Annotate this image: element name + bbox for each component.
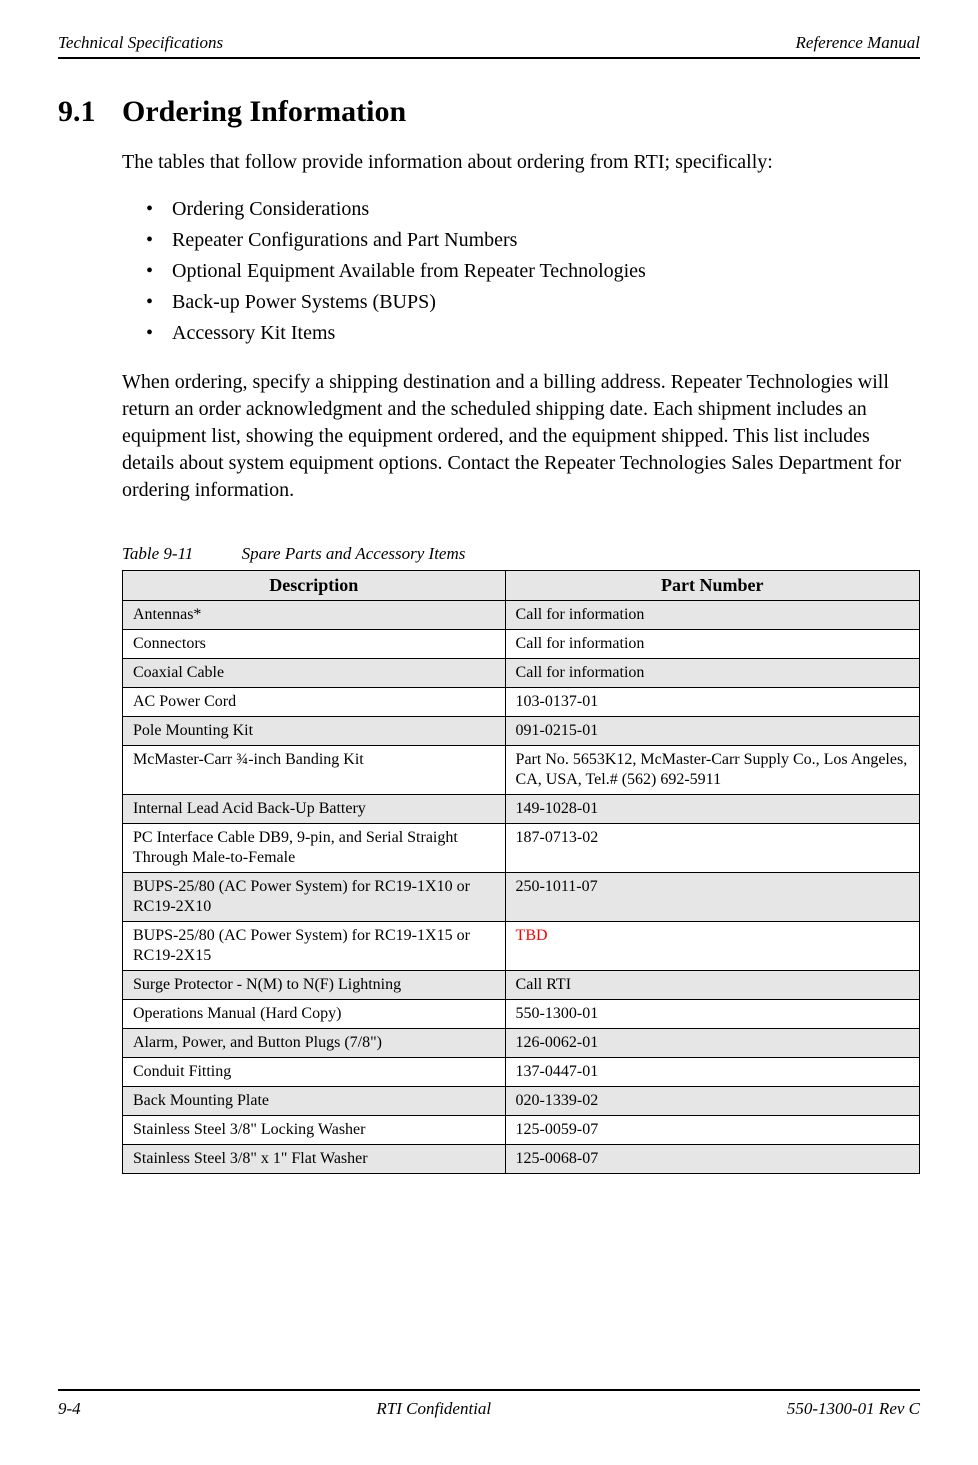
cell-description: Connectors	[123, 630, 506, 659]
list-item: Accessory Kit Items	[146, 318, 920, 349]
list-item: Ordering Considerations	[146, 194, 920, 225]
table-caption-label: Table 9-11	[122, 544, 193, 563]
table-row: Stainless Steel 3/8" x 1" Flat Washer125…	[123, 1145, 920, 1174]
cell-description: AC Power Cord	[123, 688, 506, 717]
table-row: PC Interface Cable DB9, 9-pin, and Seria…	[123, 824, 920, 873]
table-row: BUPS-25/80 (AC Power System) for RC19-1X…	[123, 922, 920, 971]
page-footer: 9-4 RTI Confidential 550-1300-01 Rev C	[58, 1389, 920, 1419]
cell-description: Surge Protector - N(M) to N(F) Lightning	[123, 971, 506, 1000]
cell-description: Back Mounting Plate	[123, 1087, 506, 1116]
table-header-row: Description Part Number	[123, 571, 920, 601]
cell-part-number: 126-0062-01	[505, 1029, 919, 1058]
section-number: 9.1	[58, 95, 122, 129]
table-row: Back Mounting Plate020-1339-02	[123, 1087, 920, 1116]
cell-part-number: Call RTI	[505, 971, 919, 1000]
cell-description: BUPS-25/80 (AC Power System) for RC19-1X…	[123, 873, 506, 922]
table-row: Pole Mounting Kit091-0215-01	[123, 717, 920, 746]
table-row: McMaster-Carr ¾-inch Banding KitPart No.…	[123, 746, 920, 795]
table-row: Internal Lead Acid Back-Up Battery149-10…	[123, 795, 920, 824]
cell-description: Antennas*	[123, 601, 506, 630]
cell-description: BUPS-25/80 (AC Power System) for RC19-1X…	[123, 922, 506, 971]
cell-description: Coaxial Cable	[123, 659, 506, 688]
cell-part-number: 125-0059-07	[505, 1116, 919, 1145]
table-row: Surge Protector - N(M) to N(F) Lightning…	[123, 971, 920, 1000]
table-row: Antennas*Call for information	[123, 601, 920, 630]
table-row: AC Power Cord103-0137-01	[123, 688, 920, 717]
cell-part-number: 091-0215-01	[505, 717, 919, 746]
spare-parts-table: Description Part Number Antennas*Call fo…	[122, 570, 920, 1174]
bullet-list: Ordering Considerations Repeater Configu…	[146, 194, 920, 349]
cell-description: Pole Mounting Kit	[123, 717, 506, 746]
list-item: Back-up Power Systems (BUPS)	[146, 287, 920, 318]
table-row: Conduit Fitting137-0447-01	[123, 1058, 920, 1087]
list-item: Repeater Configurations and Part Numbers	[146, 225, 920, 256]
cell-description: McMaster-Carr ¾-inch Banding Kit	[123, 746, 506, 795]
table-caption: Table 9-11 Spare Parts and Accessory Ite…	[122, 544, 920, 564]
page: Technical Specifications Reference Manua…	[0, 0, 978, 1465]
cell-part-number: 149-1028-01	[505, 795, 919, 824]
table-row: ConnectorsCall for information	[123, 630, 920, 659]
footer-confidential: RTI Confidential	[376, 1399, 491, 1419]
body-paragraph: When ordering, specify a shipping destin…	[122, 369, 920, 504]
cell-part-number: 125-0068-07	[505, 1145, 919, 1174]
cell-description: Stainless Steel 3/8" x 1" Flat Washer	[123, 1145, 506, 1174]
section-heading: 9.1 Ordering Information	[58, 95, 920, 129]
cell-description: Internal Lead Acid Back-Up Battery	[123, 795, 506, 824]
cell-description: Conduit Fitting	[123, 1058, 506, 1087]
cell-part-number: 550-1300-01	[505, 1000, 919, 1029]
cell-part-number: Call for information	[505, 630, 919, 659]
cell-part-number: Call for information	[505, 659, 919, 688]
cell-part-number: 250-1011-07	[505, 873, 919, 922]
footer-page-number: 9-4	[58, 1399, 81, 1419]
page-header: Technical Specifications Reference Manua…	[58, 34, 920, 59]
cell-description: PC Interface Cable DB9, 9-pin, and Seria…	[123, 824, 506, 873]
cell-part-number: 103-0137-01	[505, 688, 919, 717]
cell-part-number: Call for information	[505, 601, 919, 630]
cell-description: Stainless Steel 3/8" Locking Washer	[123, 1116, 506, 1145]
intro-paragraph: The tables that follow provide informati…	[122, 149, 920, 176]
cell-part-number: 137-0447-01	[505, 1058, 919, 1087]
body-block: The tables that follow provide informati…	[122, 149, 920, 1174]
table-header-part-number: Part Number	[505, 571, 919, 601]
table-row: Alarm, Power, and Button Plugs (7/8")126…	[123, 1029, 920, 1058]
cell-part-number: 020-1339-02	[505, 1087, 919, 1116]
cell-description: Operations Manual (Hard Copy)	[123, 1000, 506, 1029]
table-row: Stainless Steel 3/8" Locking Washer125-0…	[123, 1116, 920, 1145]
cell-description: Alarm, Power, and Button Plugs (7/8")	[123, 1029, 506, 1058]
table-row: BUPS-25/80 (AC Power System) for RC19-1X…	[123, 873, 920, 922]
footer-doc-rev: 550-1300-01 Rev C	[787, 1399, 920, 1419]
header-left: Technical Specifications	[58, 34, 223, 51]
table-caption-title: Spare Parts and Accessory Items	[242, 544, 466, 563]
cell-part-number: Part No. 5653K12, McMaster-Carr Supply C…	[505, 746, 919, 795]
section-title: Ordering Information	[122, 95, 406, 129]
table-header-description: Description	[123, 571, 506, 601]
table-row: Coaxial CableCall for information	[123, 659, 920, 688]
table-row: Operations Manual (Hard Copy)550-1300-01	[123, 1000, 920, 1029]
cell-part-number: 187-0713-02	[505, 824, 919, 873]
header-right: Reference Manual	[796, 34, 920, 51]
list-item: Optional Equipment Available from Repeat…	[146, 256, 920, 287]
cell-part-number: TBD	[505, 922, 919, 971]
